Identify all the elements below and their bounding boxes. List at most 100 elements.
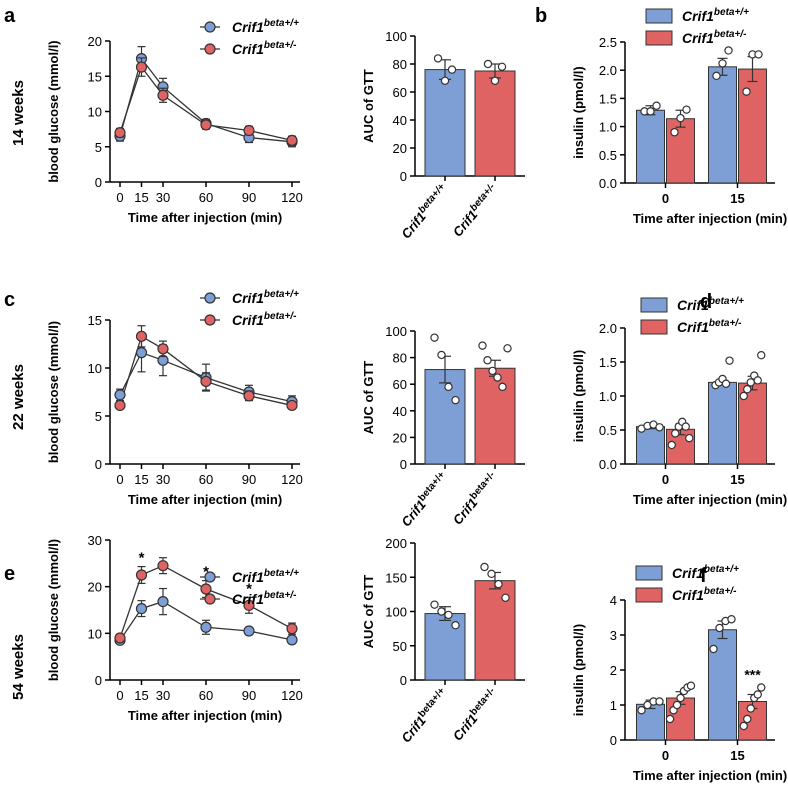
panel-e-auc-bars: 0 50 100 150 200 AUC of GTT Crif1beta+/+Crif1b… bbox=[361, 536, 525, 745]
g-d-data-point bbox=[725, 356, 734, 365]
g-d-x-axis-label: Time after injection (min) bbox=[633, 492, 787, 507]
g-f-data-point bbox=[739, 721, 748, 731]
g-e-series-0-point bbox=[135, 602, 148, 615]
row-label-14-weeks: 14 weeks bbox=[10, 80, 27, 146]
g-e-x-tick-label: 90 bbox=[242, 688, 256, 703]
panel-letter-f: f bbox=[700, 565, 707, 587]
g-c-x-tick-label: 90 bbox=[242, 472, 256, 487]
g-a-series-1-line bbox=[119, 65, 293, 142]
g-e-series-1-point bbox=[135, 569, 148, 581]
g-f-data-point bbox=[676, 693, 685, 703]
g-a-series-1-point bbox=[200, 119, 212, 131]
g-a-y-axis-label: blood glucose (mmol/l) bbox=[46, 40, 61, 182]
g-a-auc-y-tick-label: 60 bbox=[393, 85, 407, 100]
panel-letter-d: d bbox=[700, 291, 712, 313]
panel-letter-c: c bbox=[4, 289, 15, 311]
g-e-auc-data-point bbox=[487, 569, 496, 579]
g-c-x-axis-label: Time after injection (min) bbox=[128, 492, 282, 507]
g-b-y-tick-label: 1.0 bbox=[599, 120, 617, 135]
g-a-auc-y-tick-label: 40 bbox=[393, 113, 407, 128]
g-b-data-point bbox=[670, 128, 679, 137]
g-e-y-axis-label: blood glucose (mmol/l) bbox=[46, 539, 61, 681]
g-e-significance-star: * bbox=[203, 564, 209, 581]
g-a-auc-data-point bbox=[447, 65, 457, 74]
g-e-auc-data-point bbox=[501, 593, 510, 603]
g-d-data-point bbox=[681, 422, 690, 431]
row-label-54-weeks: 54 weeks bbox=[10, 634, 27, 700]
g-c-auc-bar bbox=[474, 367, 516, 465]
g-f-x-axis-label: Time after injection (min) bbox=[633, 768, 787, 783]
g-b-y-axis-label: insulin (pmol/l) bbox=[571, 66, 586, 158]
g-d-data-point bbox=[685, 433, 694, 443]
g-e-series-1-point bbox=[200, 583, 212, 595]
g-c-y-tick-label: 10 bbox=[88, 361, 102, 376]
g-f-y-tick-label: 3 bbox=[610, 628, 617, 643]
g-a-x-tick-label: 15 bbox=[134, 190, 148, 205]
g-b-x-tick-label: 0 bbox=[662, 191, 669, 206]
g-c-series-1-point bbox=[200, 375, 212, 388]
g-a-y-tick-label: 20 bbox=[88, 34, 102, 49]
g-d-wt-legend-swatch bbox=[640, 297, 668, 313]
g-d-bar bbox=[636, 426, 665, 465]
g-e-series-0-line bbox=[119, 600, 293, 641]
g-a-auc-y-tick-label: 80 bbox=[393, 57, 407, 72]
g-a-auc-y-axis-label: AUC of GTT bbox=[361, 69, 376, 143]
g-d-data-point bbox=[746, 378, 755, 387]
g-c-auc-bar bbox=[424, 369, 466, 465]
g-a-x-tick-label: 60 bbox=[199, 190, 213, 205]
panel-f-insulin-bars: 0 1 2 3 4 insulin (pmol/l) 0 15 *** Time after in… bbox=[571, 564, 787, 783]
g-c-series-1-point bbox=[243, 390, 255, 402]
g-d-data-point bbox=[753, 376, 762, 385]
g-a-het-legend-label: Crif1beta+/- bbox=[232, 40, 297, 57]
g-a-x-axis-label: Time after injection (min) bbox=[128, 210, 282, 225]
g-c-series-1-point bbox=[114, 399, 126, 412]
g-a-auc-data-point bbox=[483, 59, 493, 69]
g-a-y-tick-label: 0 bbox=[95, 175, 102, 190]
g-e-auc-category-label: Crif1beta+/- bbox=[449, 686, 501, 744]
g-e-significance-star: * bbox=[246, 580, 252, 597]
g-e-auc-category-label: Crif1beta+/+ bbox=[397, 686, 451, 746]
g-e-y-tick-label: 20 bbox=[88, 580, 102, 595]
g-d-wt-legend-label: Crif1beta+/+ bbox=[677, 296, 744, 313]
g-b-bar bbox=[738, 68, 767, 184]
g-e-auc-data-point bbox=[430, 600, 439, 609]
g-e-auc-y-axis-label: AUC of GTT bbox=[361, 575, 376, 649]
g-b-data-point bbox=[652, 101, 661, 110]
g-b-y-tick-label: 0.0 bbox=[599, 176, 617, 191]
g-a-auc-y-tick-label: 100 bbox=[385, 29, 407, 44]
g-e-x-tick-label: 60 bbox=[199, 688, 213, 703]
g-c-y-tick-label: 0 bbox=[95, 457, 102, 472]
panel-a-auc-bars: 0 20 40 60 80 100 AUC of GTT Crif1beta+/+Crif1b… bbox=[361, 29, 525, 241]
g-f-y-axis-label: insulin (pmol/l) bbox=[571, 624, 586, 716]
g-a-series-1-point bbox=[114, 127, 126, 139]
g-f-data-point bbox=[637, 706, 646, 715]
g-d-data-point bbox=[743, 385, 752, 394]
g-e-y-tick-label: 10 bbox=[88, 626, 102, 641]
g-c-auc-y-tick-label: 100 bbox=[385, 324, 407, 339]
g-c-auc-y-axis-label: AUC of GTT bbox=[361, 361, 376, 435]
g-d-data-point bbox=[667, 440, 676, 450]
g-c-auc-y-tick-label: 20 bbox=[393, 430, 407, 445]
g-b-het-legend-swatch bbox=[645, 30, 673, 46]
g-b-data-point bbox=[712, 71, 721, 81]
g-e-series-1-point bbox=[114, 632, 126, 644]
g-a-auc-data-point bbox=[440, 76, 450, 86]
g-e-series-1-line bbox=[119, 564, 293, 639]
g-f-wt-legend-swatch bbox=[635, 565, 663, 581]
g-d-data-point bbox=[671, 429, 680, 438]
g-c-series-1-point bbox=[286, 399, 298, 412]
g-c-series-0-line bbox=[119, 351, 293, 403]
g-a-wt-legend-marker bbox=[204, 21, 216, 33]
g-f-y-tick-label: 4 bbox=[610, 593, 617, 608]
g-c-auc-y-tick-label: 60 bbox=[393, 377, 407, 392]
g-a-series-0-line bbox=[119, 57, 293, 143]
g-a-auc-data-point bbox=[490, 76, 500, 86]
g-b-wt-legend-label: Crif1beta+/+ bbox=[682, 7, 749, 24]
g-d-data-point bbox=[739, 391, 748, 401]
g-d-y-tick-label: 2.0 bbox=[599, 321, 617, 336]
g-b-bar bbox=[708, 66, 737, 184]
g-e-wt-legend-marker bbox=[204, 571, 216, 583]
g-f-data-point bbox=[727, 615, 736, 624]
g-e-x-tick-label: 120 bbox=[281, 688, 303, 703]
g-c-x-tick-label: 120 bbox=[281, 472, 303, 487]
